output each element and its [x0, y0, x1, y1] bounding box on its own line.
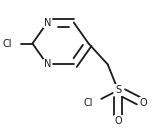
Text: N: N [44, 59, 51, 69]
Text: N: N [44, 18, 51, 28]
Text: O: O [114, 116, 122, 126]
Text: S: S [115, 85, 121, 95]
Text: Cl: Cl [2, 38, 12, 48]
Text: O: O [139, 98, 147, 108]
Text: Cl: Cl [84, 98, 93, 108]
